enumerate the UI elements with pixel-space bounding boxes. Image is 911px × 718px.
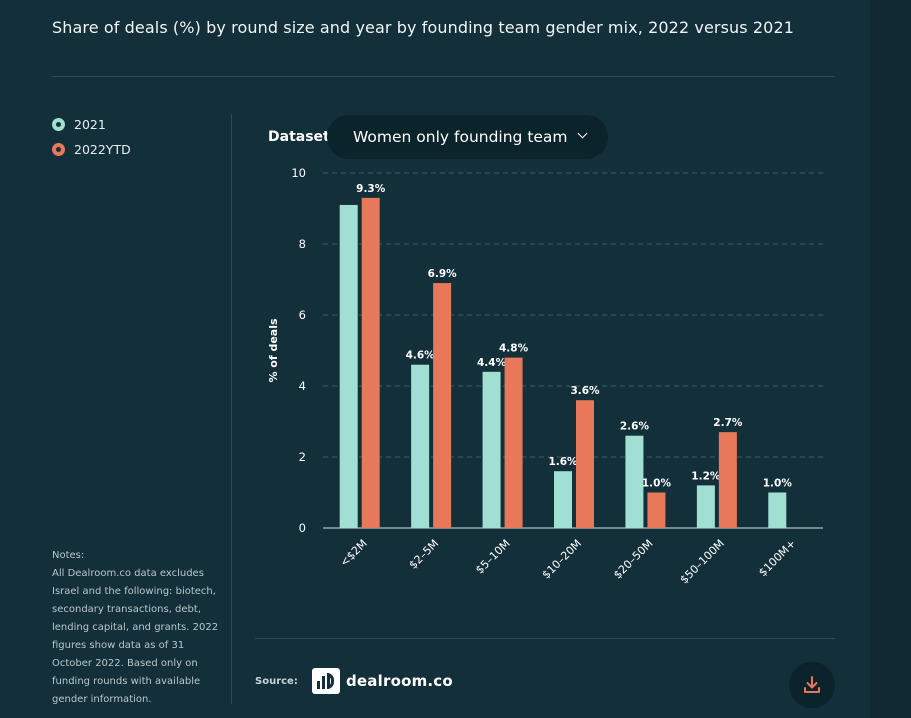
bar-chart: 0 2 4 6 8 10 % of deals 9.3% <$2M 4.6% 6.9% $2–5M 4.… xyxy=(267,166,823,586)
dataset-select-value: Women only founding team xyxy=(353,128,568,146)
download-icon xyxy=(804,676,820,693)
data-label-2022ytd-4: 1.0% xyxy=(642,478,672,490)
y-tick-label-0: 0 xyxy=(299,521,306,535)
y-tick-label-10: 10 xyxy=(291,166,306,180)
data-label-2022ytd-0: 9.3% xyxy=(356,183,386,195)
x-tick-label-6: $100M+ xyxy=(756,537,798,579)
data-label-2022ytd-1: 6.9% xyxy=(428,268,458,280)
notes: Notes: All Dealroom.co data excludes Isr… xyxy=(52,547,222,709)
bar-2022ytd-3 xyxy=(576,400,594,528)
legend: 2021 2022YTD xyxy=(52,116,131,166)
legend-swatch-2021 xyxy=(52,117,65,131)
dealroom-logo-icon xyxy=(312,668,340,694)
dataset-select[interactable]: Women only founding team xyxy=(327,115,608,159)
x-tick-label-4: $20–50M xyxy=(611,537,656,582)
header-divider xyxy=(52,76,835,77)
bar-2022ytd-5 xyxy=(718,432,737,528)
data-label-2021-4: 2.6% xyxy=(620,421,650,433)
data-label-2022ytd-5: 2.7% xyxy=(713,417,743,429)
dataset-label: Dataset xyxy=(268,129,330,145)
bar-2021-2 xyxy=(482,371,501,528)
legend-label-2021: 2021 xyxy=(74,116,106,132)
notes-label: Notes: xyxy=(52,550,85,561)
dealroom-logo[interactable]: dealroom.co xyxy=(312,668,453,694)
x-tick-label-0: <$2M xyxy=(338,537,370,569)
data-label-2021-5: 1.2% xyxy=(691,470,721,482)
y-tick-label-4: 4 xyxy=(299,379,306,393)
data-label-2021-3: 1.6% xyxy=(548,456,578,468)
bar-2022ytd-2 xyxy=(504,357,523,528)
bar-2021-5 xyxy=(696,485,715,528)
download-button[interactable] xyxy=(789,662,835,708)
bar-2022ytd-4 xyxy=(647,492,666,528)
y-tick-label-6: 6 xyxy=(299,308,306,322)
bar-2022ytd-1 xyxy=(433,283,452,528)
bar-2021-4 xyxy=(625,435,644,528)
sidebar-divider xyxy=(231,114,232,704)
data-label-2021-2: 4.4% xyxy=(477,357,507,369)
bar-2021-6 xyxy=(768,492,787,528)
x-tick-label-5: $50–100M xyxy=(677,537,726,586)
data-label-2022ytd-3: 3.6% xyxy=(570,385,600,397)
x-tick-label-3: $10–20M xyxy=(540,537,585,582)
footer-divider xyxy=(255,638,835,639)
legend-label-2022ytd: 2022YTD xyxy=(74,141,131,157)
data-label-2021-6: 1.0% xyxy=(763,478,793,490)
source-label: Source: xyxy=(255,676,298,687)
x-tick-label-2: $5–10M xyxy=(473,537,513,577)
data-label-2022ytd-2: 4.8% xyxy=(499,343,529,355)
legend-item-2022ytd[interactable]: 2022YTD xyxy=(52,141,131,157)
legend-swatch-2022ytd xyxy=(52,142,65,156)
bar-2022ytd-0 xyxy=(361,197,380,528)
legend-item-2021[interactable]: 2021 xyxy=(52,116,131,132)
x-tick-label-1: $2–5M xyxy=(407,537,442,572)
y-tick-label-2: 2 xyxy=(299,450,306,464)
dealroom-logo-text: dealroom.co xyxy=(346,672,453,690)
bar-2021-3 xyxy=(554,471,572,528)
chevron-down-icon xyxy=(577,128,588,139)
y-tick-label-8: 8 xyxy=(299,237,306,251)
notes-text: All Dealroom.co data excludes Israel and… xyxy=(52,568,219,705)
bar-2021-1 xyxy=(411,364,430,528)
data-label-2021-1: 4.6% xyxy=(406,350,436,362)
chart-title: Share of deals (%) by round size and yea… xyxy=(52,18,795,37)
bar-2021-0 xyxy=(339,204,358,528)
y-axis-label: % of deals xyxy=(267,318,280,383)
